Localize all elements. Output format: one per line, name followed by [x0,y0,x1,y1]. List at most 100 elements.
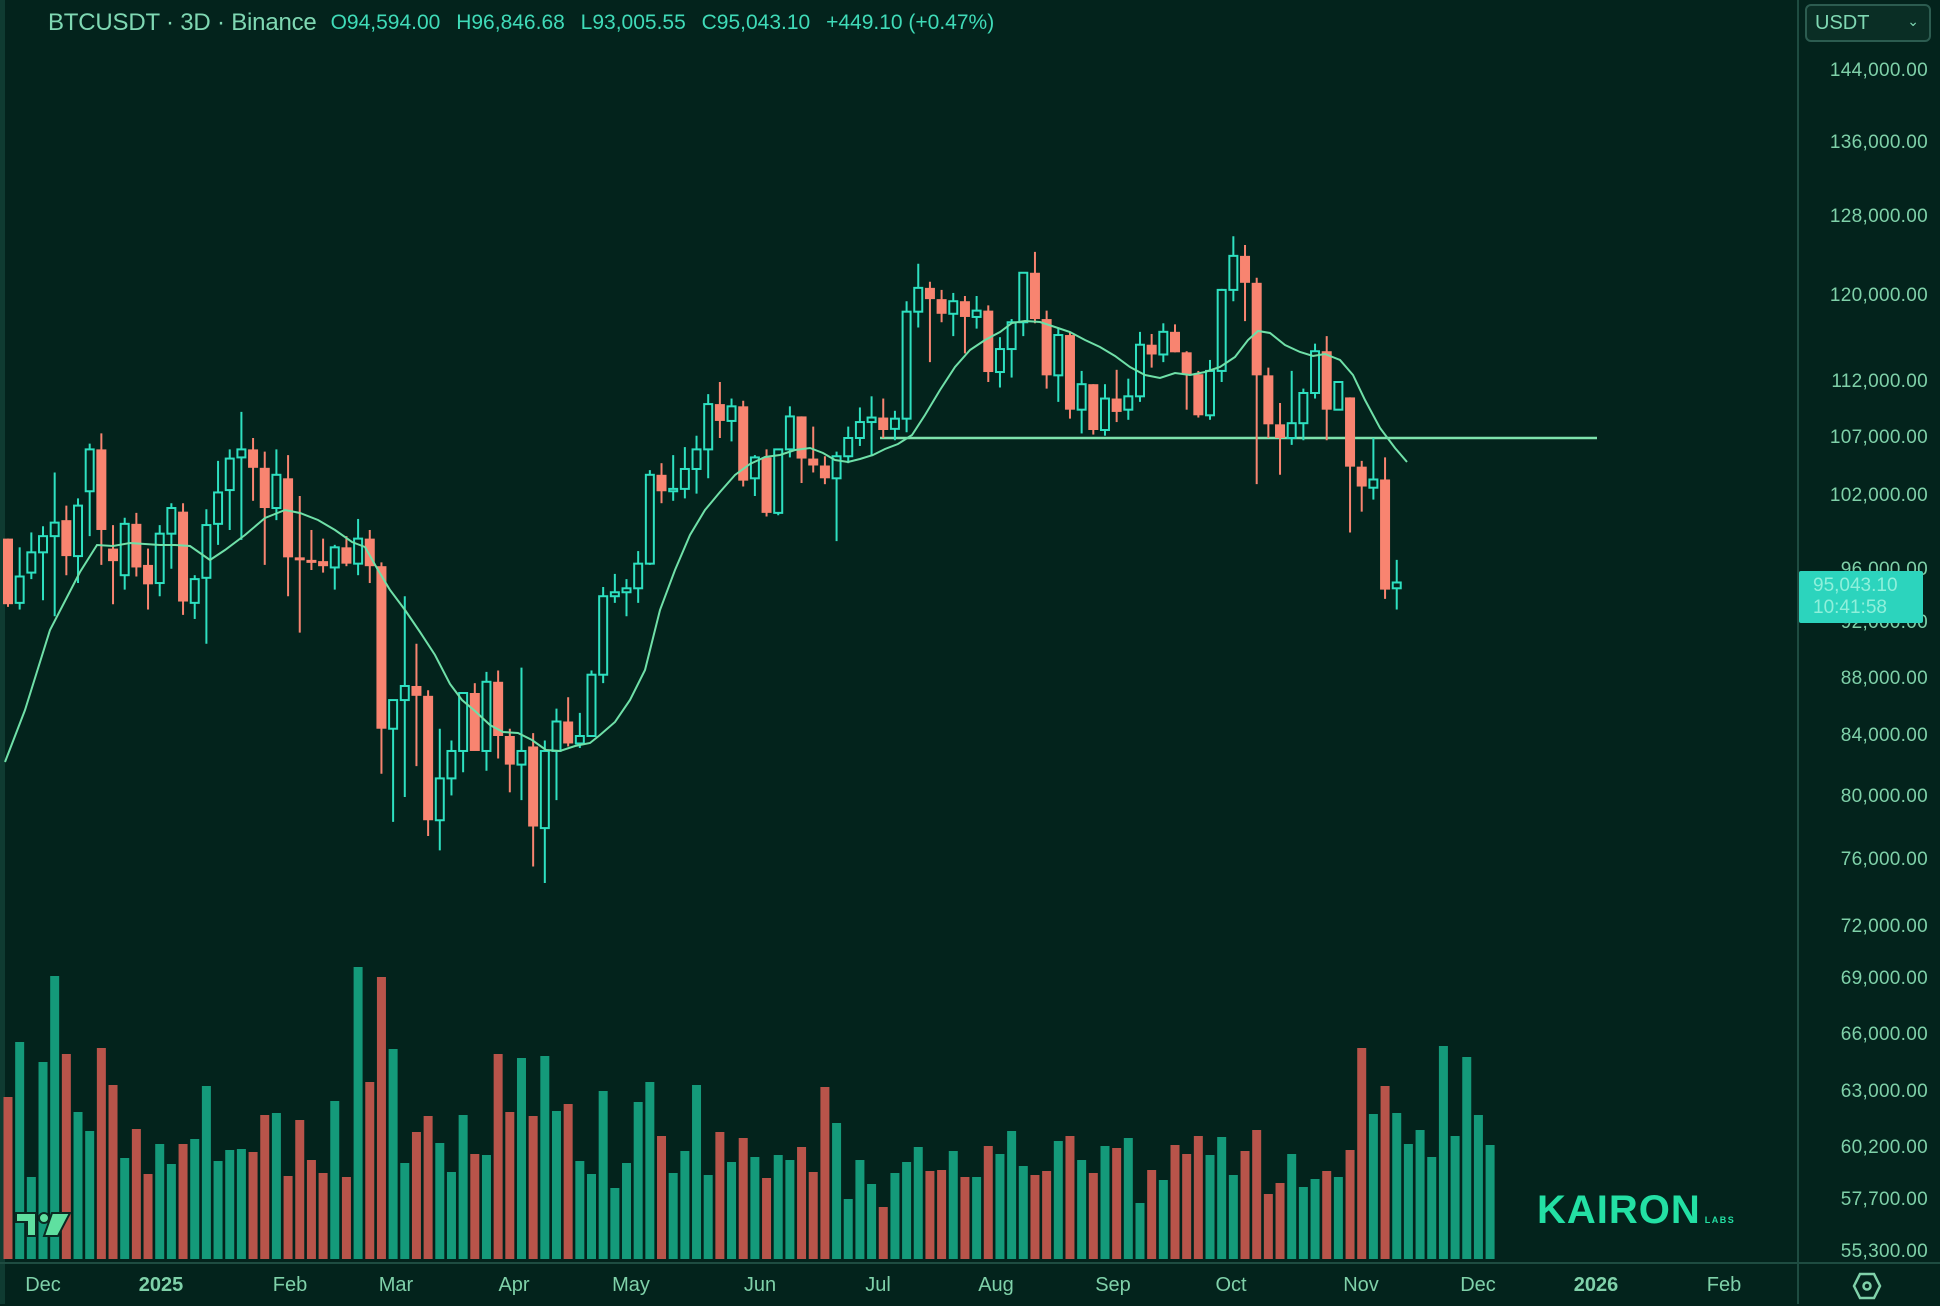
candle-body-up [901,310,912,420]
volume-bar [143,1174,153,1259]
price-axis[interactable]: USDT ⌄ 144,000.00 136,000.00 128,000.00 120… [1797,0,1940,1304]
volume-bar [913,1147,923,1259]
low-label: L [580,11,593,34]
close-label: C [701,11,717,34]
candle-body-down [364,538,375,567]
candle-body-down [1029,272,1040,320]
candle-body-down [1088,384,1099,431]
time-tick-label: Oct [1215,1274,1247,1296]
volume-bar [668,1173,678,1259]
candle-body-up [84,448,95,493]
volume-bar [166,1164,176,1259]
volume-bar [1252,1130,1262,1259]
volume-bar [843,1199,853,1259]
volume-bar [1123,1138,1133,1259]
candle-body-down [924,287,935,300]
ohlc-values: O94,594.00 H96,846.68 L93,005.55 C95,043… [331,11,1005,35]
candle-body-down [983,310,994,373]
candle-body-down [108,548,119,562]
volume-bar [983,1146,993,1259]
candle-body-up [329,546,340,569]
candle-body-down [1193,374,1204,416]
bar-countdown: 10:41:58 [1813,597,1887,618]
volume-bar [633,1102,643,1259]
candle-body-down [1146,344,1157,355]
volume-bar [225,1150,235,1259]
volume-bar [785,1160,795,1259]
chart-legend-header: BTCUSDT · 3D · Binance O94,594.00 H96,84… [48,8,1004,38]
volume-bar [505,1112,515,1259]
brand-name: KAIRON [1537,1188,1701,1232]
volume-bar [283,1176,293,1259]
volume-bar [1042,1171,1052,1259]
candle-body-down [878,417,889,431]
candle-body-up [609,591,620,598]
volume-bar [271,1113,281,1259]
candle-body-down [1111,398,1122,412]
candle-body-down [1240,255,1251,283]
candle-body-up [1158,330,1169,356]
volume-bar [1438,1046,1448,1259]
price-chart-canvas[interactable] [0,0,1797,1262]
close-value: 95,043.10 [716,11,811,34]
candle-body-down [411,685,422,696]
symbol-title[interactable]: BTCUSDT · 3D · Binance [48,9,317,36]
candle-body-up [621,587,632,594]
currency-selector[interactable]: USDT ⌄ [1805,4,1931,42]
volume-bar [750,1157,760,1259]
volume-bar [902,1162,912,1259]
candle-body-up [586,673,597,738]
price-tick-label: 128,000.00 [1829,206,1928,227]
candle-body-down [306,559,317,563]
volume-bar [1088,1173,1098,1259]
candle-body-down [761,457,772,513]
price-tick-label: 107,000.00 [1829,427,1928,448]
candle-body-up [854,421,865,440]
volume-bar [248,1152,258,1259]
candle-body-down [1321,351,1332,410]
volume-bar [1182,1154,1192,1259]
volume-bar [832,1123,842,1259]
time-tick-label: Apr [498,1274,530,1296]
candle-body-down [1251,282,1262,376]
candle-body-down [143,564,154,585]
price-tick-label: 66,000.00 [1840,1024,1928,1045]
candle-body-up [831,455,842,480]
volume-bar [715,1132,725,1259]
volume-bar [1135,1203,1145,1259]
volume-bar [1217,1137,1227,1259]
volume-bar [995,1154,1005,1259]
time-tick-label: May [612,1274,650,1296]
settings-gear-icon[interactable] [1852,1272,1882,1300]
volume-bar [1298,1187,1308,1259]
chart-left-border [0,0,5,1304]
candle-body-up [224,457,235,492]
candle-body-down [563,721,574,744]
volume-bar [1310,1179,1320,1259]
volume-bar [657,1136,667,1259]
volume-bar [481,1155,491,1259]
candle-body-up [189,578,200,604]
candle-body-up [971,309,982,318]
open-label: O [330,11,347,34]
volume-bar [1065,1136,1075,1259]
volume-bar [201,1086,211,1259]
volume-bar [563,1104,573,1259]
price-tick-label: 84,000.00 [1840,725,1928,746]
volume-bar [190,1139,200,1259]
time-tick-label: Dec [1460,1274,1496,1296]
candle-body-up [49,521,60,538]
volume-bar [365,1082,375,1259]
time-axis[interactable]: Dec 2025 Feb Mar Apr May Jun Jul Aug Sep Oct Nov Dec… [0,1262,1797,1306]
candle-body-down [1356,466,1367,487]
candle-body-up [271,473,282,510]
high-value: 96,846.68 [471,11,565,34]
tradingview-logo-icon[interactable] [14,1210,72,1240]
volume-bar [1450,1136,1460,1259]
volume-bar [376,977,386,1259]
volume-bar [773,1155,783,1259]
candle-body-down [248,449,259,468]
candle-body-up [353,537,364,565]
open-value: 94,594.00 [346,11,441,34]
volume-bar [1112,1148,1122,1259]
